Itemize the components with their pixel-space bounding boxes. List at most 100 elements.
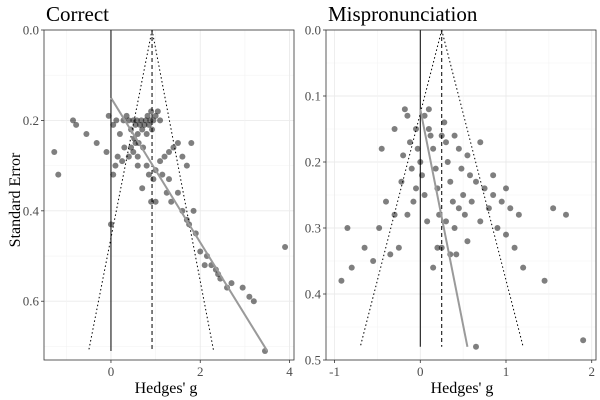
data-point-correct <box>150 117 157 124</box>
data-point-mispronunciation <box>464 238 471 245</box>
data-point-mispronunciation <box>400 152 407 159</box>
x-axis-title-mispronunciation: Hedges' g <box>431 380 494 397</box>
data-point-correct <box>148 108 155 115</box>
x-tick-label-correct: 2 <box>197 364 204 379</box>
data-point-correct <box>152 198 159 205</box>
data-point-mispronunciation <box>443 218 449 225</box>
data-point-correct <box>145 171 152 178</box>
data-point-mispronunciation <box>391 211 398 218</box>
data-point-mispronunciation <box>507 205 514 212</box>
plot-frame-mispronunciation <box>325 29 597 361</box>
data-point-mispronunciation <box>421 112 428 119</box>
data-point-correct <box>114 153 121 160</box>
y-tick-label-mispronunciation: 0.5 <box>305 353 321 368</box>
data-point-correct <box>170 144 177 151</box>
data-point-mispronunciation <box>344 225 351 231</box>
data-point-mispronunciation <box>404 211 411 218</box>
data-point-correct <box>143 162 150 169</box>
data-point-correct <box>139 185 146 192</box>
data-point-mispronunciation <box>464 152 471 159</box>
x-tick-label-correct: 0 <box>108 364 115 379</box>
data-point-correct <box>197 248 204 255</box>
data-point-correct <box>125 153 132 160</box>
data-point-mispronunciation <box>458 165 465 172</box>
regression-mispronunciation <box>419 109 469 347</box>
data-point-correct <box>112 162 119 169</box>
data-point-correct <box>174 189 181 196</box>
funnel-right-line-correct <box>151 29 215 352</box>
data-point-mispronunciation <box>490 192 497 198</box>
panel-title-mispronunciation: Mispronunciation <box>328 2 478 26</box>
data-point-correct <box>107 221 114 228</box>
data-point-correct <box>282 243 289 250</box>
x-axis-title-correct: Hedges' g <box>135 380 198 397</box>
data-point-correct <box>154 108 161 115</box>
data-point-mispronunciation <box>414 145 421 152</box>
data-point-correct <box>141 121 148 128</box>
data-point-correct <box>149 126 156 133</box>
y-ticks-correct: 0.0 0.2 0.4 0.6 <box>23 23 44 309</box>
data-point-correct <box>143 130 150 137</box>
data-point-mispronunciation <box>503 231 509 238</box>
data-point-mispronunciation <box>461 211 468 218</box>
data-point-mispronunciation <box>370 258 377 264</box>
data-point-mispronunciation <box>473 343 479 350</box>
data-point-mispronunciation <box>443 139 449 146</box>
data-point-mispronunciation <box>395 244 402 251</box>
data-point-mispronunciation <box>376 225 383 231</box>
data-point-correct <box>132 121 139 128</box>
funnel-left-line-correct <box>88 29 153 352</box>
data-point-mispronunciation <box>348 264 355 271</box>
data-point-mispronunciation <box>520 264 527 271</box>
data-point-mispronunciation <box>541 277 548 284</box>
data-point-mispronunciation <box>427 132 434 139</box>
data-point-correct <box>166 176 172 183</box>
data-point-correct <box>125 117 132 124</box>
data-point-correct <box>142 117 149 124</box>
plot-frame-correct <box>43 29 295 361</box>
x-tick-label-mispronunciation: -1 <box>329 364 340 379</box>
data-point-correct <box>159 171 166 178</box>
data-point-mispronunciation <box>490 172 497 179</box>
data-point-mispronunciation <box>413 126 419 132</box>
data-point-mispronunciation <box>378 145 385 152</box>
data-point-mispronunciation <box>449 198 456 205</box>
data-point-correct <box>130 149 137 156</box>
data-point-correct <box>157 117 164 124</box>
data-point-mispronunciation <box>455 205 462 212</box>
panel-mispronunciation: Mispronunciation 0.0 0.1 0.2 0.3 0.4 0.5 -1 0 1… <box>305 2 597 397</box>
data-point-mispronunciation <box>391 126 398 132</box>
data-point-correct <box>128 144 135 151</box>
data-point-correct <box>133 117 140 124</box>
data-point-correct <box>228 280 235 287</box>
data-point-correct <box>110 171 117 178</box>
x-tick-label-correct: 4 <box>286 364 293 379</box>
data-point-correct <box>166 149 172 156</box>
data-point-mispronunciation <box>438 244 445 251</box>
data-point-correct <box>70 117 77 124</box>
data-point-correct <box>145 121 152 128</box>
data-point-mispronunciation <box>401 106 408 113</box>
y-ticks-mispronunciation: 0.0 0.1 0.2 0.3 0.4 0.5 <box>305 23 326 368</box>
data-point-mispronunciation <box>485 205 492 212</box>
data-point-correct <box>161 153 168 160</box>
y-tick-label-correct: 0.0 <box>23 23 39 38</box>
data-point-mispronunciation <box>432 165 439 172</box>
data-point-correct <box>152 112 159 119</box>
data-point-mispronunciation <box>407 139 413 146</box>
data-point-correct <box>134 153 141 160</box>
regression-correct <box>110 97 269 352</box>
data-point-correct <box>246 293 253 300</box>
data-point-mispronunciation <box>550 205 557 212</box>
guides-correct <box>88 29 215 352</box>
data-point-mispronunciation <box>451 225 458 231</box>
data-point-mispronunciation <box>361 244 368 251</box>
data-point-correct <box>150 176 157 183</box>
data-point-correct <box>201 262 208 269</box>
y-tick-label-correct: 0.6 <box>23 294 40 309</box>
data-point-correct <box>73 121 80 128</box>
data-point-mispronunciation <box>481 185 488 192</box>
data-point-correct <box>144 112 151 119</box>
data-point-mispronunciation <box>467 172 473 179</box>
data-point-mispronunciation <box>498 198 505 205</box>
